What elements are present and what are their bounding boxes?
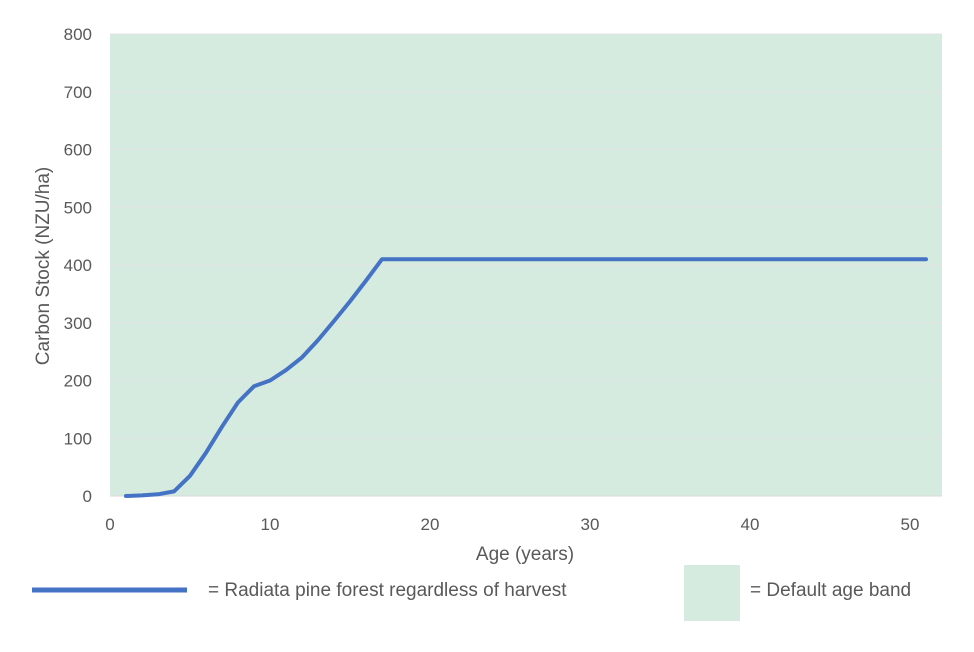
gridlines bbox=[110, 33, 942, 439]
x-tick-label: 10 bbox=[261, 515, 280, 534]
y-tick-label: 800 bbox=[64, 25, 92, 44]
series-line-radiata-pine bbox=[124, 257, 928, 498]
y-tick-label: 0 bbox=[83, 487, 92, 506]
legend-band-swatch bbox=[684, 565, 740, 621]
y-tick-label: 600 bbox=[64, 141, 92, 160]
series-layer bbox=[124, 257, 928, 498]
y-tick-label: 300 bbox=[64, 314, 92, 333]
y-tick-label: 500 bbox=[64, 198, 92, 217]
legend-series-label: = Radiata pine forest regardless of harv… bbox=[208, 580, 567, 601]
x-tick-label: 0 bbox=[105, 515, 114, 534]
x-tick-label: 20 bbox=[421, 515, 440, 534]
y-tick-labels: 0 100 200 300 400 500 600 700 800 bbox=[64, 25, 92, 506]
x-tick-label: 40 bbox=[741, 515, 760, 534]
x-tick-label: 30 bbox=[581, 515, 600, 534]
legend: = Radiata pine forest regardless of harv… bbox=[32, 565, 911, 621]
x-tick-label: 50 bbox=[901, 515, 920, 534]
y-axis-title: Carbon Stock (NZU/ha) bbox=[33, 167, 54, 366]
x-axis-title: Age (years) bbox=[476, 544, 574, 565]
y-tick-label: 400 bbox=[64, 256, 92, 275]
y-tick-label: 200 bbox=[64, 372, 92, 391]
legend-band-label: = Default age band bbox=[750, 580, 911, 601]
y-tick-label: 100 bbox=[64, 429, 92, 448]
x-tick-labels: 0 10 20 30 40 50 bbox=[105, 515, 919, 534]
y-tick-label: 700 bbox=[64, 83, 92, 102]
